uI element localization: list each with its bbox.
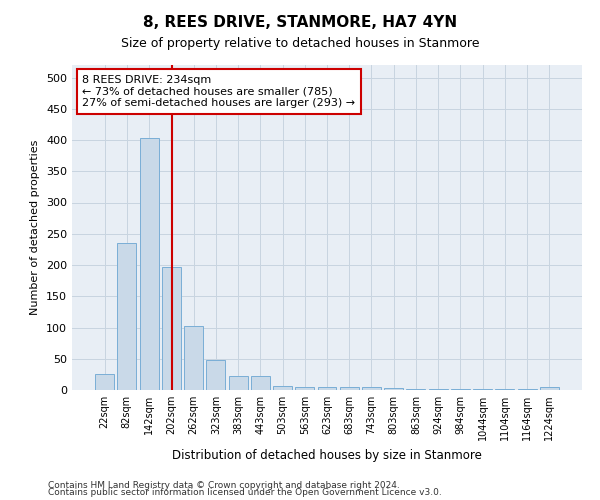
Text: Contains HM Land Registry data © Crown copyright and database right 2024.: Contains HM Land Registry data © Crown c… bbox=[48, 480, 400, 490]
Text: Size of property relative to detached houses in Stanmore: Size of property relative to detached ho… bbox=[121, 38, 479, 51]
Bar bbox=[317, 387, 337, 390]
Bar bbox=[362, 387, 381, 390]
Bar bbox=[251, 376, 270, 390]
Bar bbox=[406, 389, 425, 390]
Bar bbox=[162, 267, 181, 390]
Bar bbox=[273, 386, 292, 390]
Bar bbox=[229, 376, 248, 390]
Bar bbox=[295, 387, 314, 390]
Text: Contains public sector information licensed under the Open Government Licence v3: Contains public sector information licen… bbox=[48, 488, 442, 497]
Bar bbox=[184, 326, 203, 390]
Bar bbox=[540, 387, 559, 390]
Y-axis label: Number of detached properties: Number of detached properties bbox=[31, 140, 40, 315]
Bar bbox=[95, 374, 114, 390]
Text: 8 REES DRIVE: 234sqm
← 73% of detached houses are smaller (785)
27% of semi-deta: 8 REES DRIVE: 234sqm ← 73% of detached h… bbox=[82, 74, 355, 108]
Bar bbox=[206, 360, 225, 390]
Text: 8, REES DRIVE, STANMORE, HA7 4YN: 8, REES DRIVE, STANMORE, HA7 4YN bbox=[143, 15, 457, 30]
Bar bbox=[384, 388, 403, 390]
Bar bbox=[140, 138, 158, 390]
Bar bbox=[340, 387, 359, 390]
X-axis label: Distribution of detached houses by size in Stanmore: Distribution of detached houses by size … bbox=[172, 448, 482, 462]
Bar bbox=[118, 242, 136, 390]
